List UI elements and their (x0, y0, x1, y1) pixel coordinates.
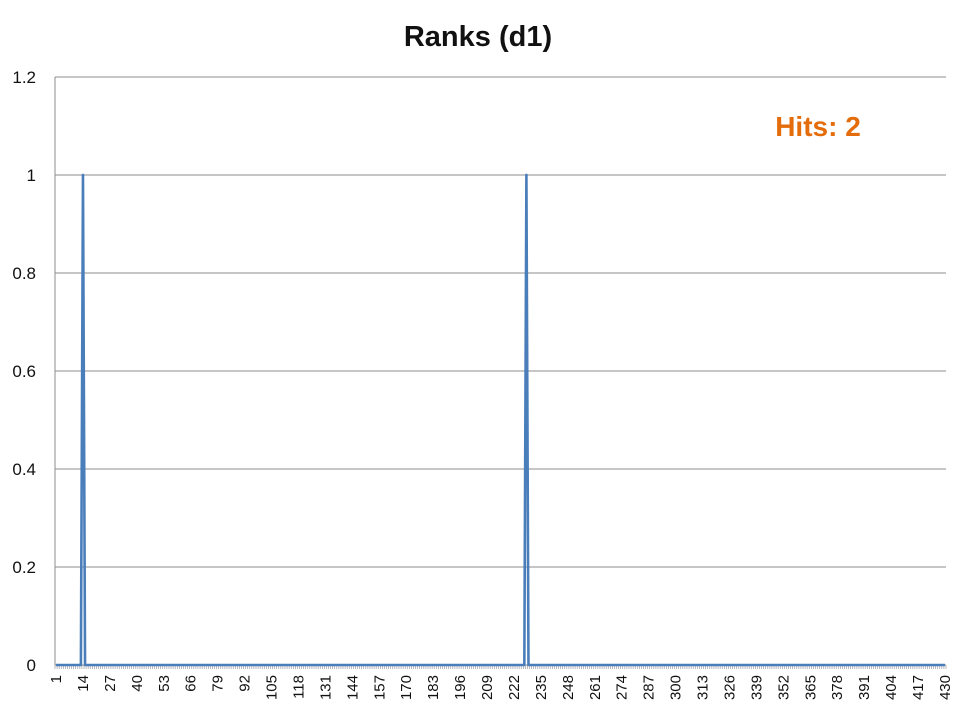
x-tick-label: 40 (129, 675, 146, 692)
x-tick-label: 430 (937, 675, 954, 700)
y-tick-label: 1 (27, 166, 36, 185)
x-tick-label: 157 (371, 675, 388, 700)
gridlines (55, 76, 946, 568)
y-tick-label: 0.2 (12, 558, 36, 577)
x-axis-ticks: 1 14 27 40 53 66 79 92 105 118 131 144 157 170 183 196 2… (48, 675, 954, 700)
x-tick-label: 313 (695, 675, 712, 700)
y-tick-label: 0.4 (12, 460, 36, 479)
y-tick-label: 0.8 (12, 264, 36, 283)
y-tick-label: 0.6 (12, 362, 36, 381)
data-point (525, 173, 528, 177)
series-line (56, 173, 945, 667)
x-tick-label: 391 (856, 675, 873, 700)
x-tick-label: 248 (560, 675, 577, 700)
y-axis-ticks: 0 0.2 0.4 0.6 0.8 1 1.2 (12, 68, 36, 675)
x-tick-label: 274 (614, 675, 631, 700)
x-tick-label: 144 (344, 675, 361, 700)
x-tick-label: 53 (156, 675, 173, 692)
x-tick-label: 209 (479, 675, 496, 700)
x-tick-label: 66 (183, 675, 200, 692)
series-area (56, 173, 945, 667)
x-tick-label: 196 (452, 675, 469, 700)
x-tick-label: 92 (237, 675, 254, 692)
x-tick-label: 300 (668, 675, 685, 700)
x-tick-label: 365 (802, 675, 819, 700)
x-tick-label: 339 (748, 675, 765, 700)
x-tick-label: 79 (210, 675, 227, 692)
x-tick-label: 235 (533, 675, 550, 700)
x-tick-label: 352 (775, 675, 792, 700)
data-point (81, 173, 85, 177)
y-tick-label: 1.2 (12, 68, 36, 87)
x-tick-label: 378 (829, 675, 846, 700)
hits-annotation: Hits: 2 (775, 111, 861, 142)
y-tick-label: 0 (27, 656, 36, 675)
x-tick-label: 417 (910, 675, 927, 700)
x-tick-label: 131 (317, 675, 334, 700)
x-tick-label: 105 (264, 675, 281, 700)
x-tick-label: 261 (587, 675, 604, 700)
x-tick-label: 326 (721, 675, 738, 700)
x-tick-label: 222 (506, 675, 523, 700)
x-tick-label: 183 (425, 675, 442, 700)
x-tick-label: 118 (290, 675, 307, 699)
axes (54, 77, 947, 669)
x-tick-label: 14 (75, 675, 92, 692)
x-tick-label: 287 (641, 675, 658, 700)
chart-title: Ranks (d1) (404, 21, 552, 53)
x-tick-label: 170 (398, 675, 415, 700)
x-tick-label: 404 (883, 675, 900, 700)
x-tick-label: 1 (48, 675, 65, 683)
x-tick-label: 27 (102, 675, 119, 692)
